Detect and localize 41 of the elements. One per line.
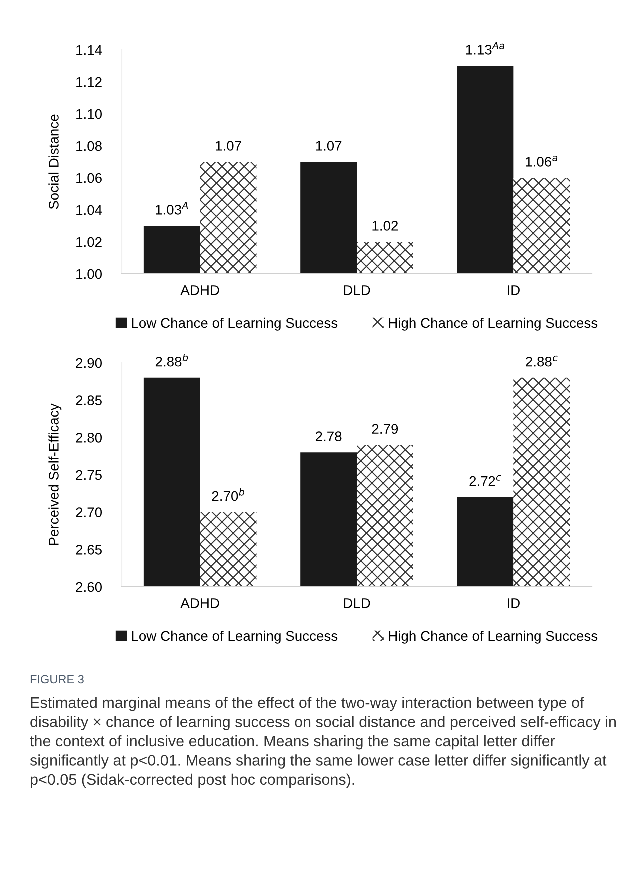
y-tick-label: 1.00 (76, 269, 102, 280)
data-label: 1.03$^{A}$ (156, 202, 188, 215)
y-axis-title: Perceived Self-Efficacy (48, 404, 62, 546)
y-tick-label: 1.06 (76, 173, 102, 184)
x-tick-label: ADHD (180, 286, 220, 296)
y-tick-label: 1.14 (76, 45, 102, 56)
data-label: 1.02 (372, 221, 398, 231)
data-label: 1.06$^{a}$ (526, 156, 558, 167)
caption: FIGURE 3 (30, 675, 84, 684)
y-tick-label: 1.12 (76, 77, 102, 88)
y-tick-label: 2.90 (76, 358, 102, 368)
y-tick-label: 1.04 (76, 205, 102, 216)
y-tick-label: 1.08 (76, 141, 102, 152)
legend-label: High Chance of Learning Success (389, 630, 598, 644)
x-tick-label: ADHD (180, 598, 220, 608)
x-tick-label: ID (508, 598, 520, 608)
legend-label: High Chance of Learning Success (389, 318, 598, 331)
y-tick-label: 1.10 (76, 109, 102, 120)
y-tick-label: 2.65 (76, 545, 102, 555)
legend-label: Low Chance of Learning Success (132, 318, 338, 331)
data-label: 1.07 (316, 141, 342, 151)
data-label: 1.13$^{Aa}$ (466, 42, 504, 55)
y-tick-label: 2.80 (76, 433, 102, 443)
data-label: 2.78 (316, 432, 342, 442)
y-tick-label: 1.02 (76, 237, 102, 248)
data-label: 2.72$^{c}$ (470, 475, 502, 486)
y-axis-title: Social Distance (48, 114, 59, 210)
x-tick-label: ID (508, 286, 520, 296)
text: Estimated marginal means of the effect of the two-way interaction between type of disability × chance of learning success on social distance and perceived self-efficacy in the context of inclusive education. Means sharing the same capital letter differ significantly at p<0.01. Means sharing the same lower case letter differ significantly at p<0.05 (Sidak-corrected post hoc comparisons). (30, 697, 616, 788)
legend-label: Low Chance of Learning Success (132, 630, 338, 644)
x-tick-label: DLD (344, 286, 370, 296)
y-tick-label: 2.70 (76, 508, 102, 518)
x-tick-label: DLD (344, 598, 370, 608)
data-label: 2.88$^{c}$ (526, 356, 558, 367)
y-tick-label: 2.60 (76, 582, 102, 592)
data-label: 2.70$^{b}$ (212, 488, 245, 502)
data-label: 2.79 (372, 424, 398, 434)
y-tick-label: 2.75 (76, 470, 102, 480)
data-label: 2.88$^{b}$ (156, 354, 188, 367)
data-label: 1.07 (216, 141, 242, 151)
y-tick-label: 2.85 (76, 396, 102, 406)
